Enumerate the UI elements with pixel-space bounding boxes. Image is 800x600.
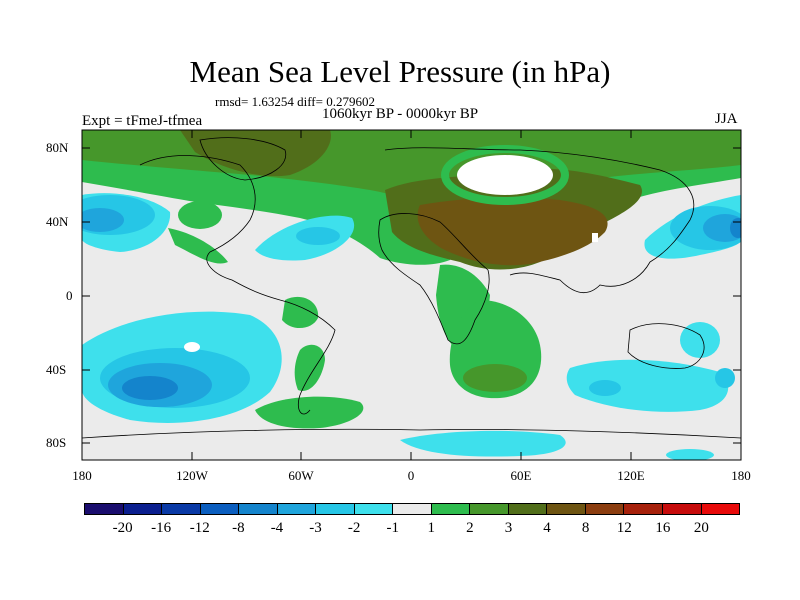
arctic-white-patch [457,155,553,195]
lon-label-180w: 180 [72,468,92,483]
colorbar-segment-15 [662,504,702,514]
colorbar-label: 2 [466,520,474,536]
colorbar [84,503,740,515]
colorbar-label: -1 [386,520,399,536]
colorbar-segment-16 [701,504,740,514]
colorbar-label: 1 [427,520,436,536]
colorbar-label: -3 [309,520,322,536]
colorbar-segment-3 [200,504,240,514]
rmsd-diff-stats: rmsd= 1.63254 diff= 0.279602 [215,94,375,109]
colorbar-segment-5 [277,504,317,514]
colorbar-label: 12 [616,520,632,536]
south-indian-olive [463,364,527,392]
coastlines [82,137,741,439]
south-pacific-white [184,342,200,352]
colorbar-label: 20 [693,520,709,536]
lat-label-40n: 40N [46,214,69,229]
asia-brown-core [417,197,608,266]
colorbar-label: -2 [347,520,361,536]
lat-label-80n: 80N [46,140,69,155]
colorbar-segment-12 [547,504,586,514]
colorbar-segment-9 [431,504,471,514]
colorbar-label: -20 [112,520,133,536]
colorbar-segment-13 [585,504,625,514]
gulf-green-patch [168,228,228,264]
colorbar-segment-10 [470,504,509,514]
colorbar-segment-8 [393,504,432,514]
colorbar-label: 3 [504,520,513,536]
antarctic-low [400,430,566,457]
colorbar-segment-4 [239,504,278,514]
south-indian-low [566,359,729,412]
sa-green-patch [282,296,319,329]
lon-label-180e: 180 [731,468,751,483]
colorbar-label: -8 [232,520,245,536]
colorbar-label: 8 [581,520,590,536]
colorbar-label: 4 [543,520,551,536]
colorbar-label: 16 [655,520,671,536]
sa-coast-green [294,344,325,391]
lon-label-0: 0 [407,468,415,483]
colorbar-segment-2 [162,504,201,514]
colorbar-segment-7 [354,504,394,514]
time-period-label: 1060kyr BP - 0000kyr BP [322,106,479,122]
na-green-patch [178,201,222,229]
contour-field [82,130,741,460]
tibet-white-patch [592,233,598,242]
lon-label-120w: 120W [176,468,208,483]
colorbar-segment-1 [123,504,163,514]
colorbar-segment-6 [316,504,355,514]
season-label: JJA [715,111,738,127]
colorbar-label: -12 [189,520,210,536]
colorbar-label: -4 [270,520,284,536]
lon-label-60e: 60E [510,468,532,483]
lat-label-40s: 40S [46,362,67,377]
lat-label-0: 0 [66,288,73,303]
experiment-label: Expt = tFmeJ-tfmea [82,113,203,129]
lon-label-60w: 60W [288,468,314,483]
greenland-dark-olive [180,130,331,177]
colorbar-segment-0 [85,504,124,514]
colorbar-segment-11 [508,504,548,514]
axis-ticks [81,130,742,460]
lat-label-80s: 80S [46,435,67,450]
lon-label-120e: 120E [617,468,645,483]
colorbar-label: -16 [151,520,172,536]
southern-ocean-green [255,396,364,429]
colorbar-segment-14 [624,504,663,514]
tasman-low [680,322,720,358]
map-title: Mean Sea Level Pressure (in hPa) [189,54,611,89]
